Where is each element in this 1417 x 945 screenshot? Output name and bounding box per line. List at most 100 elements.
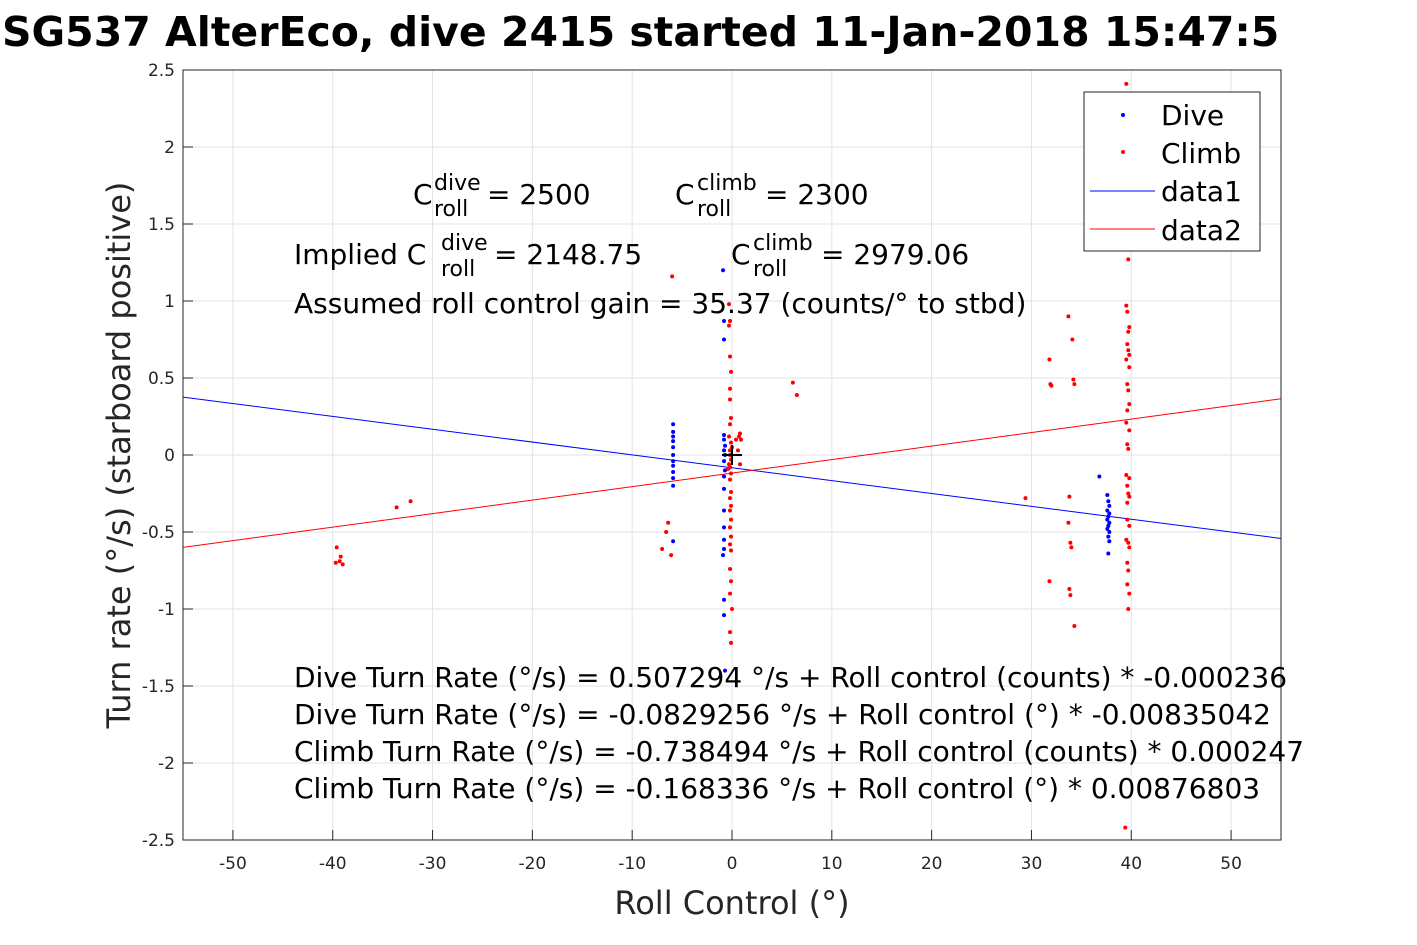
climb-point [1068,593,1073,598]
climb-point [728,496,733,501]
dive-point [722,474,727,479]
climb-point [728,477,733,482]
dive-point [1106,514,1111,519]
climb-point [735,448,740,453]
climb-point [729,517,734,522]
annotation-c-dive-sup: dive [434,171,481,196]
y-tick-label: 1.5 [148,215,175,235]
dive-point [722,337,727,342]
climb-point [733,437,738,442]
dive-point [671,469,676,474]
climb-point [1047,579,1052,584]
dive-point [722,437,727,442]
dive-point [1107,530,1112,534]
climb-point [736,434,741,439]
dive-point [722,448,727,453]
y-tick-label: 0.5 [148,369,175,389]
annotation-gain: Assumed roll control gain = 35.37 (count… [294,287,1026,320]
legend-data2-label: data2 [1161,214,1242,247]
climb-point [1067,586,1072,591]
climb-point [727,302,732,307]
climb-point [728,591,733,596]
dive-point [1097,474,1102,479]
x-tick-label: -50 [219,854,247,874]
annotation-c-climb: C [675,178,695,211]
y-tick-label: -1 [158,600,175,620]
climb-point [1127,476,1132,481]
climb-point [728,422,733,427]
legend-climb-marker [1121,150,1125,154]
climb-point [1126,329,1131,334]
y-tick-label: -2 [158,754,175,774]
climb-point [1066,520,1071,525]
climb-point [1125,309,1130,314]
annotation-implied-climb: C [731,238,751,271]
dive-point [723,468,728,473]
climb-point [728,508,733,513]
legend-data1-label: data1 [1161,175,1242,208]
climb-point [729,369,734,374]
climb-point [1127,365,1132,370]
climb-point [1071,377,1076,382]
climb-point [1049,383,1054,388]
climb-point [729,640,734,645]
annotation-c-dive-value: = 2500 [487,178,591,211]
dive-point [722,459,727,464]
climb-point [727,323,732,328]
climb-point [337,559,342,564]
climb-point [1124,81,1129,86]
x-tick-label: -30 [419,854,447,874]
origin-crosshair [722,445,742,465]
x-tick-label: 10 [821,854,843,874]
annotation-implied-climb-value: = 2979.06 [821,238,969,271]
dive-point [1106,523,1111,528]
climb-point [394,505,399,510]
climb-point [1127,591,1132,596]
climb-point [728,319,733,324]
climb-point [729,440,734,445]
dive-point [722,597,727,602]
climb-point [1127,402,1132,407]
dive-point [1105,517,1110,522]
climb-point [729,534,734,539]
dive-point [722,613,727,618]
climb-point [1127,352,1132,357]
dive-point [721,268,726,273]
annotation-c-climb-sup: climb [697,171,757,196]
climb-point [664,530,669,534]
dive-point [671,463,676,468]
climb-point [1126,607,1131,611]
dive-point [1105,493,1110,498]
dive-point [671,483,676,488]
climb-point [1126,257,1131,262]
dive-point [1106,534,1111,539]
annotation-implied-dive-value: = 2148.75 [494,238,642,271]
dive-point [1105,508,1110,513]
climb-point [1127,545,1132,550]
climb-point [660,546,665,551]
climb-point [408,499,413,504]
climb-point [1047,357,1052,362]
x-tick-label: 30 [1021,854,1043,874]
dive-point [722,319,727,324]
annotation-implied-dive-sup: dive [441,231,488,256]
annotation-c-dive: C [413,178,433,211]
annotation-c-climb-value: = 2300 [765,178,869,211]
equation-climb-counts: Climb Turn Rate (°/s) = -0.738494 °/s + … [294,735,1304,768]
climb-point [1125,382,1130,387]
axes-box [182,69,1282,841]
climb-point [1124,357,1129,362]
dive-point [1107,503,1112,508]
x-tick-label: 20 [921,854,943,874]
x-tick-label: 40 [1120,854,1142,874]
annotation-implied-climb-sub: roll [753,257,787,282]
fit-line-data1 [183,396,1281,539]
climb-point [1072,382,1077,387]
dive-point [671,429,676,434]
climb-point [1125,342,1130,347]
climb-point [790,380,795,385]
climb-point [727,434,732,439]
equation-dive-counts: Dive Turn Rate (°/s) = 0.507294 °/s + Ro… [294,661,1287,694]
climb-point [1126,568,1131,573]
dive-point [722,508,727,513]
